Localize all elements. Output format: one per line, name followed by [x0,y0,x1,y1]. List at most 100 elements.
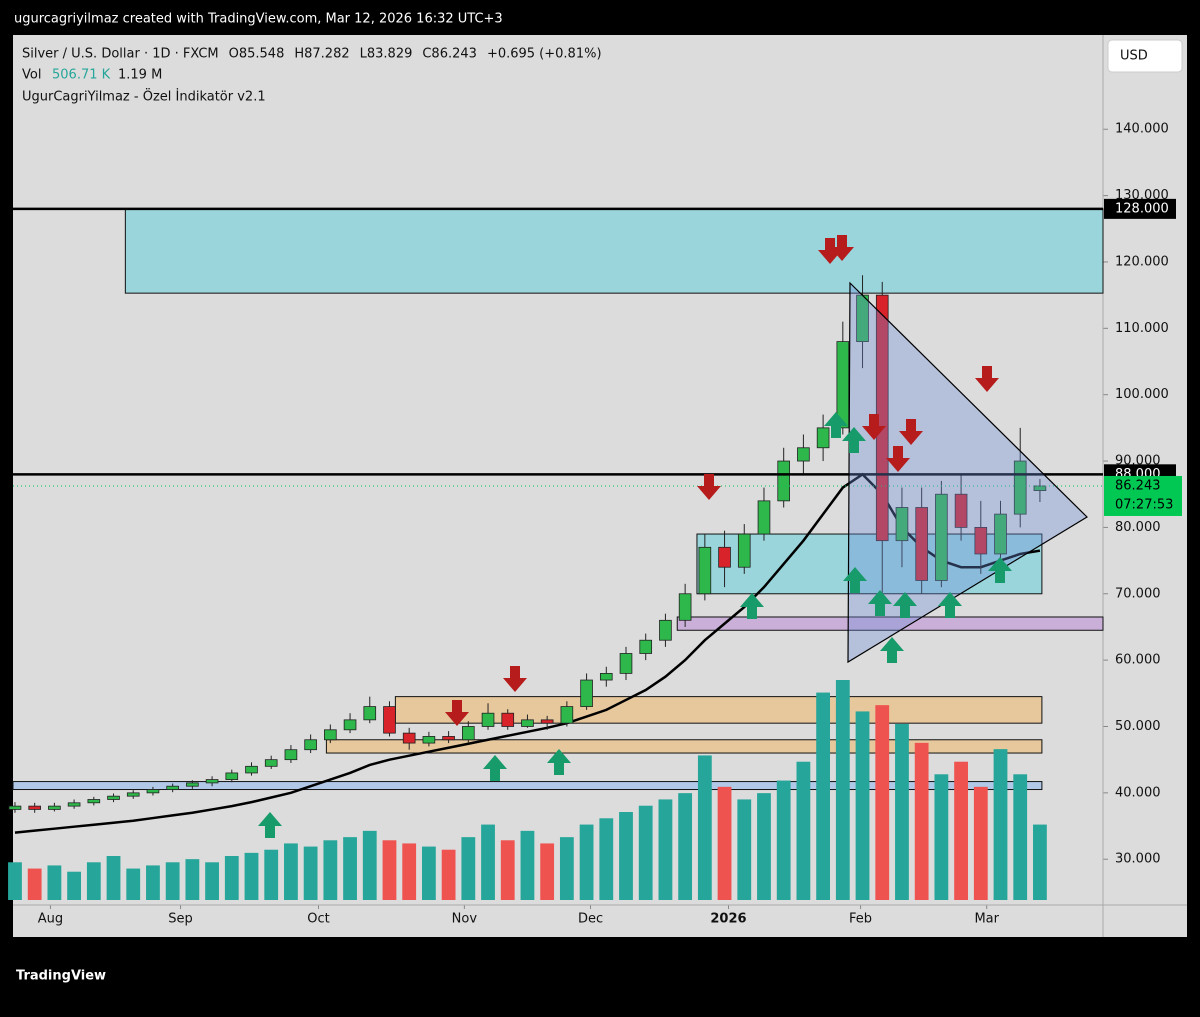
candle-body [363,706,377,721]
volume-bar [303,846,318,900]
volume-bar [520,830,535,900]
candle-body [48,805,61,810]
candle-body [560,706,574,724]
y-tick-label: 100.000 [1115,387,1169,402]
currency-button[interactable] [1107,39,1183,73]
y-tick-label: 40.000 [1115,785,1161,800]
candle-body [324,729,337,741]
volume-bar [47,865,62,900]
x-tick-label: Sep [168,912,193,927]
volume-bar [835,680,850,900]
volume-bar [165,862,180,900]
volume-bar [855,711,870,900]
candle-body [225,772,239,780]
volume-bar [717,786,732,900]
y-tick-label: 30.000 [1115,852,1161,867]
candle-body [107,795,120,800]
plot [8,35,1187,937]
last-price-label: 86.243 [1115,478,1161,493]
volume-bar [816,692,831,900]
volume-bar [954,761,968,900]
ohlc-value: L83.829 [360,47,413,62]
candle-body [28,805,41,810]
last-price-tag [1104,475,1182,516]
candle-body [205,779,219,784]
volume-bar [126,868,141,900]
volume-bar [461,837,476,900]
volume-bar [875,705,890,900]
x-tick-label: Feb [849,912,872,927]
y-tick-label: 110.000 [1115,321,1169,336]
candle-body [462,726,475,741]
x-tick-label: Mar [974,912,999,927]
volume-value: 506.71 K [52,68,111,83]
y-tick-label: 60.000 [1115,653,1161,668]
volume-bar [323,840,338,900]
ohlc-value: O85.548 [229,47,285,62]
x-tick-label: Dec [578,912,603,927]
candle-body [540,719,554,724]
volume-label: Vol [22,68,41,83]
volume-bar [382,840,397,900]
volume-bar [993,749,1008,900]
candle-body [8,805,22,810]
currency[interactable]: USD [1120,49,1148,64]
volume-bar [619,812,633,900]
candle-body [284,749,298,761]
y-tick-label: 140.000 [1115,122,1169,137]
candle-body [264,759,278,767]
volume-bar [599,818,614,900]
level-tag [1104,198,1176,219]
volume-bar [1033,824,1047,900]
level-label: 128.000 [1115,201,1169,216]
candle-body [639,639,653,654]
volume-bar [678,793,693,900]
volume-bar [421,846,436,900]
volume-bar [67,871,82,900]
volume-bar [658,799,673,900]
candle-body [1013,460,1027,515]
candle-body [146,789,160,794]
ohlc-value: H87.282 [294,47,349,62]
candle-body [994,513,1007,555]
candle-body [797,447,810,462]
candle-body [580,679,593,707]
volume-bar [441,849,456,900]
candle-body [678,593,692,621]
volume-bar [402,843,417,900]
ohlc-value: C86.243 [422,47,477,62]
candle-body [935,493,948,581]
candle-body [245,765,258,774]
candle-body [67,802,81,807]
candle-body [816,427,830,449]
candle-body [87,799,101,804]
volume-bar [362,830,377,900]
volume-bar [973,786,988,900]
candle-body [737,533,751,568]
volume-bar [244,852,259,900]
triangle-pattern [847,281,1088,664]
zone [124,208,1104,294]
volume-bar [796,761,811,900]
candle-body [757,500,771,535]
candle-body [599,672,613,681]
y-tick-label: 80.000 [1115,520,1161,535]
zone [676,616,1104,631]
volume-bar [757,793,771,900]
y-tick-label: 50.000 [1115,719,1161,734]
zone [12,781,1043,791]
indicator-label: UgurCagriYilmaz - Özel İndikatör v2.1 [22,88,266,105]
candle-body [777,460,791,502]
volume-bar [638,805,653,900]
moving-average [14,472,1041,834]
volume-bar [27,868,42,900]
candle-body [836,341,850,429]
volume-bar [86,862,101,900]
candle-body [895,507,909,542]
credit: ugurcagriyilmaz created with TradingView… [14,12,503,27]
y-tick-label: 70.000 [1115,586,1161,601]
volume-bar [1013,774,1028,900]
candle-body [442,736,455,741]
volume-bar [264,849,279,900]
